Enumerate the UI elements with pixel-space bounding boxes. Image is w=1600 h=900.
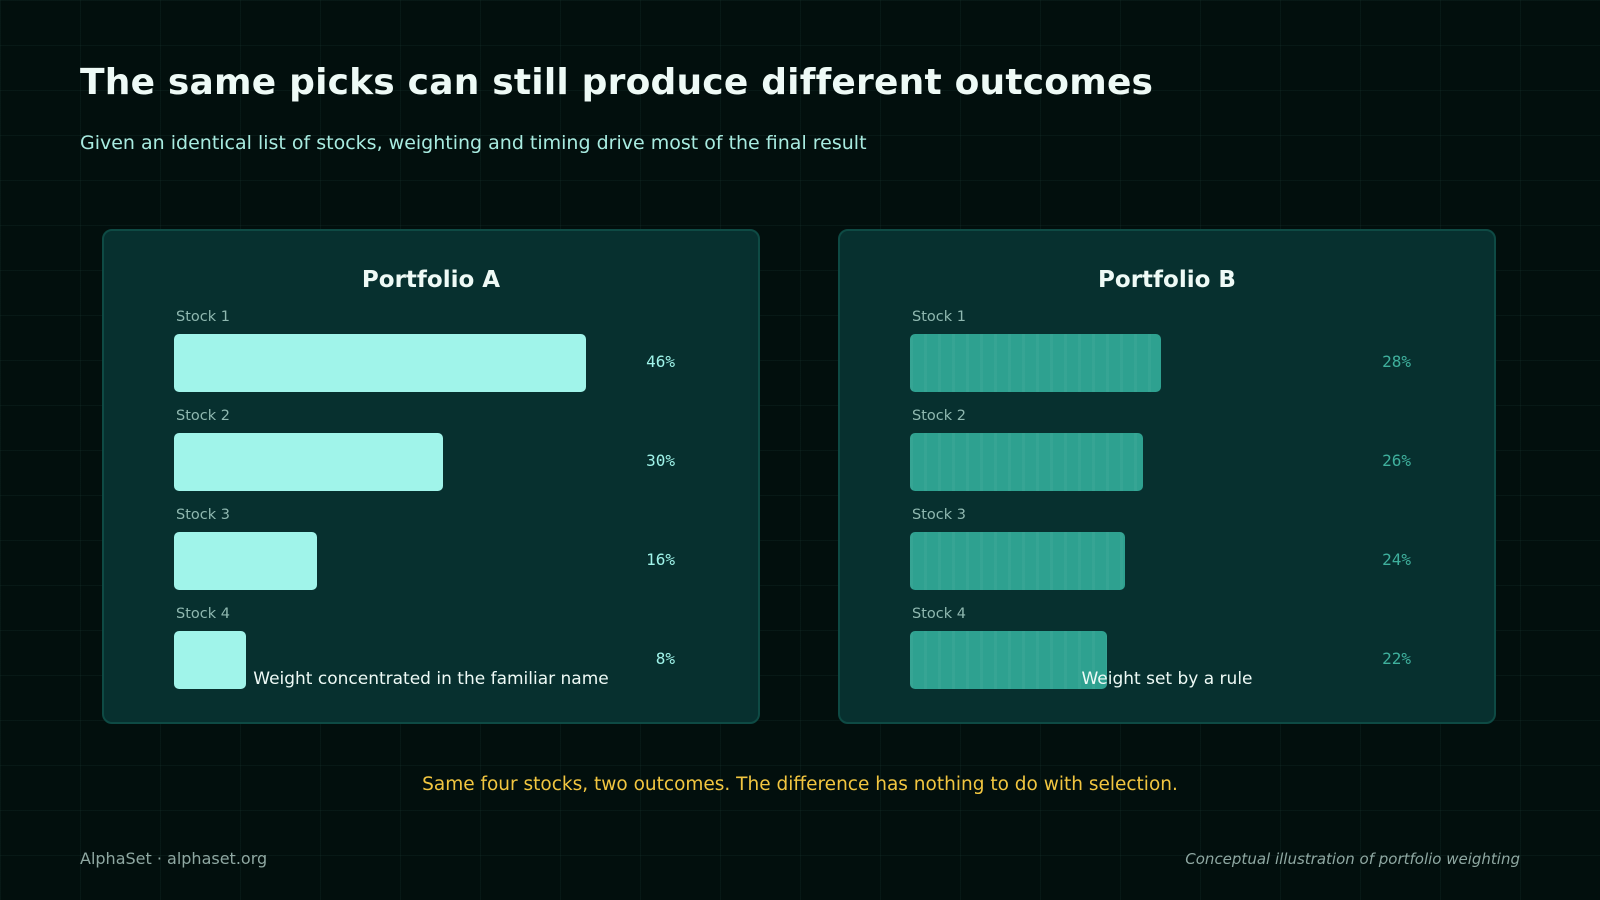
portfolio-b-value-label: 28% xyxy=(1382,352,1411,371)
portfolio-a-value-label: 16% xyxy=(646,550,675,569)
portfolio-a-category-label: Stock 2 xyxy=(176,408,230,424)
portfolio-a-caption: Weight concentrated in the familiar name xyxy=(253,669,609,689)
portfolio-b-category-label: Stock 3 xyxy=(912,507,966,523)
portfolio-b-category-label: Stock 2 xyxy=(912,408,966,424)
page-subtitle: Given an identical list of stocks, weigh… xyxy=(80,132,867,154)
portfolio-b-value-label: 24% xyxy=(1382,550,1411,569)
portfolio-a-category-label: Stock 4 xyxy=(176,606,230,622)
footer-note: Same four stocks, two outcomes. The diff… xyxy=(422,774,1178,795)
portfolio-b-value-label: 22% xyxy=(1382,649,1411,668)
portfolio-a-panel: Portfolio A Stock 1 46% Stock 2 30% Stock 3 1… xyxy=(102,229,760,724)
portfolio-a-bar xyxy=(174,433,443,491)
portfolio-b-category-label: Stock 4 xyxy=(912,606,966,622)
portfolio-b-value-label: 26% xyxy=(1382,451,1411,470)
portfolio-b-bar xyxy=(910,631,1107,689)
footer-credit: Conceptual illustration of portfolio wei… xyxy=(1185,850,1520,868)
portfolio-b-title: Portfolio B xyxy=(1098,267,1236,293)
footer-brand: AlphaSet · alphaset.org xyxy=(80,849,268,868)
portfolio-a-title: Portfolio A xyxy=(361,267,501,293)
portfolio-a-category-label: Stock 3 xyxy=(176,507,230,523)
portfolio-a-value-label: 8% xyxy=(655,649,675,668)
portfolio-b-caption: Weight set by a rule xyxy=(1081,669,1253,689)
portfolio-a-category-label: Stock 1 xyxy=(176,309,230,325)
portfolio-a-bar xyxy=(174,532,317,590)
portfolio-b-bar xyxy=(910,532,1125,590)
portfolio-b-bar xyxy=(910,334,1161,392)
portfolio-a-value-label: 30% xyxy=(646,451,675,470)
portfolio-b-category-label: Stock 1 xyxy=(912,309,966,325)
portfolio-b-panel: Portfolio B Stock 1 28% Stock 2 26% Stock 3 2… xyxy=(838,229,1496,724)
portfolio-a-bar xyxy=(174,631,246,689)
portfolio-b-bar xyxy=(910,433,1143,491)
portfolio-a-bar xyxy=(174,334,586,392)
portfolio-a-value-label: 46% xyxy=(646,352,675,371)
page-title: The same picks can still produce differe… xyxy=(80,62,1154,103)
